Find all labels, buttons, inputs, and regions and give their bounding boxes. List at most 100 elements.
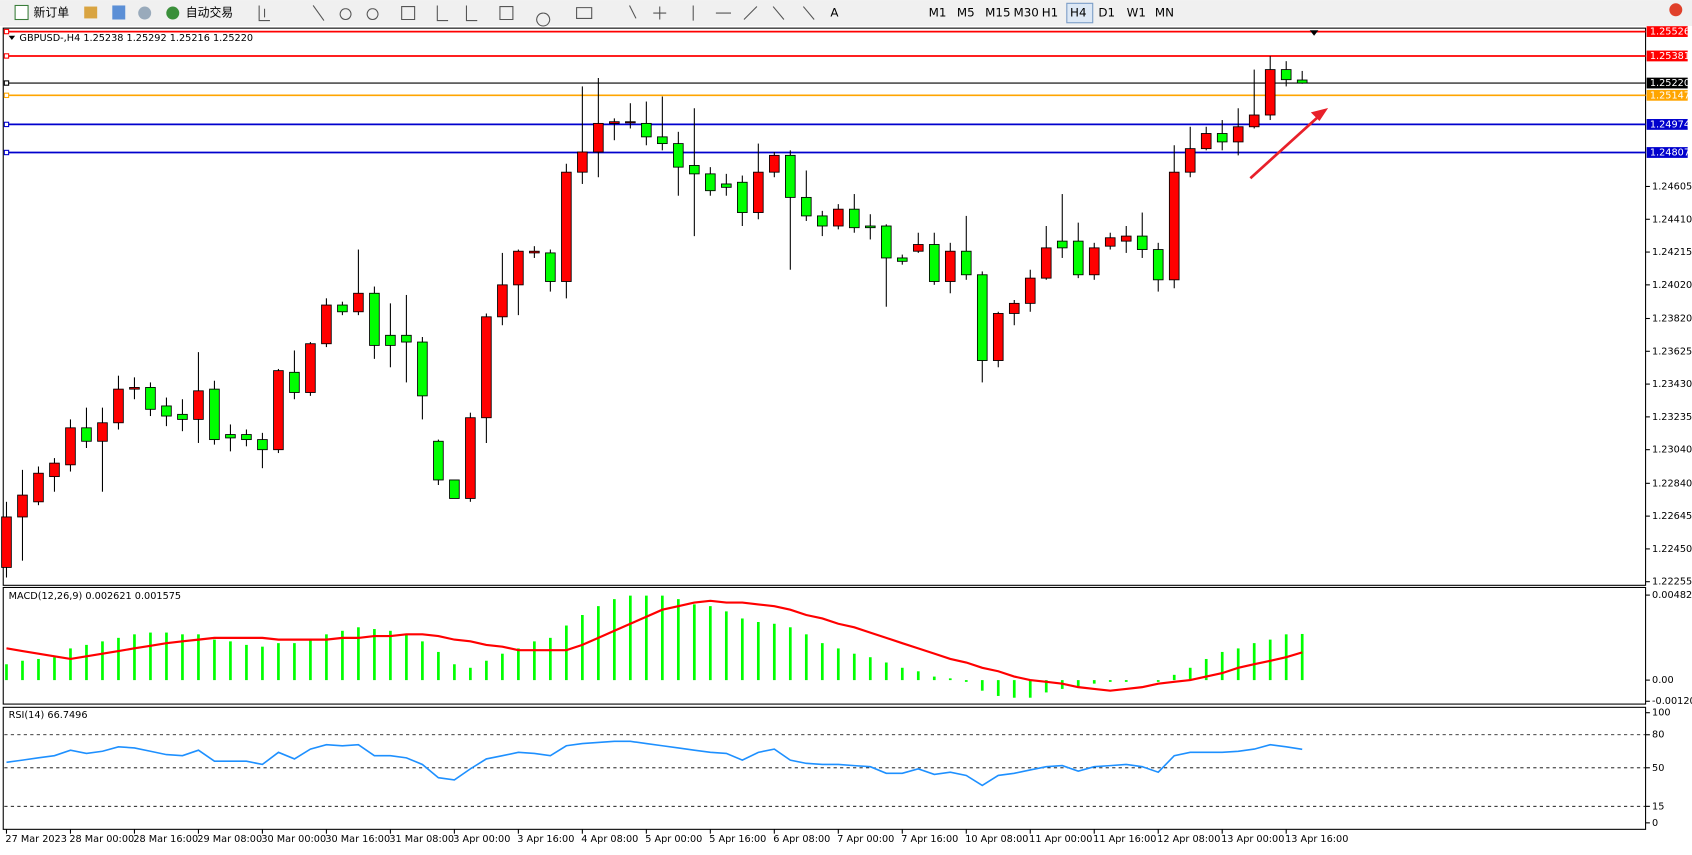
y-tick-label: 1.22840 (1652, 478, 1692, 489)
candle-body-up (753, 171, 764, 213)
level-label-box (1646, 77, 1688, 89)
timeframe-button[interactable]: M5 (957, 6, 975, 20)
candle-body-up (465, 417, 476, 499)
x-tick-label: 31 Mar 08:00 (389, 834, 454, 845)
candle-body-down (1072, 240, 1084, 276)
x-tick-label: 30 Mar 00:00 (261, 834, 326, 845)
arrow-head (1310, 108, 1329, 122)
candle-body-up (1168, 171, 1180, 281)
timeframe-button[interactable]: M1 (929, 6, 947, 20)
x-tick-label: 13 Apr 16:00 (1285, 834, 1348, 845)
y-tick-label: 1.23820 (1652, 313, 1692, 324)
auto-trade-button[interactable]: 自动交易 (186, 6, 233, 20)
candle-body-up (577, 151, 588, 173)
x-tick-label: 6 Apr 08:00 (773, 834, 830, 845)
candle-body-up (561, 171, 572, 282)
candle-body-down (705, 173, 716, 192)
candle-body-down (689, 165, 700, 175)
y-tick-label: 1.22255 (1652, 577, 1692, 588)
x-tick-label: 30 Mar 16:00 (325, 834, 390, 845)
x-tick-label: 13 Apr 00:00 (1221, 834, 1284, 845)
candle-body-down (737, 181, 748, 213)
candle-body-down (673, 143, 684, 168)
level-handle (3, 121, 10, 128)
candle-body-up (529, 250, 540, 254)
candle-body-down (1152, 249, 1164, 281)
candle-body-up (769, 154, 780, 173)
candle-body-up (1200, 133, 1212, 150)
timeframe-button[interactable]: M15 (985, 6, 1010, 20)
timeframe-button[interactable]: H1 (1042, 6, 1058, 20)
timeframes: M1 M5 M15 M30 H1 H4 D1 W1 MN (929, 2, 1174, 24)
level-label: 1.24974 (1650, 119, 1690, 130)
candle-body-down (721, 183, 732, 188)
toolbar: 新订单 自动交易 A M1 M5 M15 M30 H1 H4 D1 W1 MN (0, 0, 1692, 27)
candle-body-up (1264, 69, 1276, 116)
candle-body-down (1296, 79, 1308, 84)
candle-body-down (257, 439, 268, 451)
level-label: 1.25147 (1650, 90, 1690, 101)
candle-body-up (1184, 148, 1196, 173)
candle-body-down (145, 387, 156, 410)
candle-body-up (129, 387, 140, 390)
candle-body-up (1088, 247, 1100, 276)
timeframe-button[interactable]: MN (1155, 6, 1174, 20)
candle-body-up (912, 244, 924, 252)
candle-body-down (545, 252, 556, 282)
timeframe-button[interactable]: W1 (1127, 6, 1146, 20)
candle-body-up (1040, 247, 1052, 279)
x-tick-label: 3 Apr 00:00 (453, 834, 510, 845)
x-tick-label: 11 Apr 00:00 (1029, 834, 1092, 845)
candle-body-down (1056, 240, 1068, 249)
level-label: 1.25381 (1650, 51, 1690, 62)
rsi-line (6, 740, 1303, 787)
icon (138, 6, 152, 20)
candle-body-up (113, 388, 124, 424)
candle-body-down (817, 215, 828, 227)
candle-body-up (497, 284, 508, 318)
candle-body-down (976, 274, 988, 361)
new-order-button[interactable]: 新订单 (33, 6, 69, 20)
candle-body-down (225, 434, 236, 439)
y-tick-label: 1.23430 (1652, 379, 1692, 390)
candle-body-down (928, 244, 940, 282)
x-tick-label: 11 Apr 16:00 (1093, 834, 1156, 845)
candle-body-up (992, 313, 1004, 361)
text-tool: A (830, 6, 839, 20)
level-label: 1.25220 (1650, 78, 1690, 89)
candle-body-up (1104, 237, 1116, 247)
candle-body-up (1024, 277, 1036, 304)
candle-body-up (321, 304, 332, 345)
candle-body-up (65, 427, 76, 466)
candle-body-up (593, 122, 604, 153)
candle-body-down (449, 479, 460, 499)
candle-body-up (17, 494, 28, 518)
level-label-box (1646, 50, 1688, 62)
y-tick-label: 80 (1652, 730, 1664, 741)
timeframe-button[interactable]: H4 (1070, 6, 1086, 20)
timeframe-button[interactable]: D1 (1098, 6, 1115, 20)
candle-body-down (881, 225, 892, 259)
candle-body-up (97, 422, 108, 442)
x-tick-label: 7 Apr 16:00 (901, 834, 958, 845)
y-tick-label: 1.24215 (1652, 247, 1692, 258)
icon (84, 6, 98, 19)
timeframe-button[interactable]: M30 (1013, 6, 1038, 20)
candle-body-down (369, 292, 380, 346)
candle-body-up (833, 208, 844, 227)
candle-body-down (801, 196, 812, 217)
y-tick-label: 1.24020 (1652, 280, 1692, 291)
y-tick-label: 0 (1652, 818, 1658, 829)
y-tick-label: 1.23040 (1652, 445, 1692, 456)
candle-body-up (625, 121, 636, 124)
candle-body-up (353, 292, 364, 313)
level-handle (3, 92, 10, 99)
candle-body-down (865, 225, 876, 229)
x-tick-label: 10 Apr 08:00 (965, 834, 1028, 845)
candle-body-up (513, 250, 524, 286)
level-label-box (1646, 119, 1688, 130)
candle-body-up (609, 121, 620, 124)
candle-body-down (896, 257, 908, 262)
level-label: 1.24807 (1650, 148, 1690, 159)
